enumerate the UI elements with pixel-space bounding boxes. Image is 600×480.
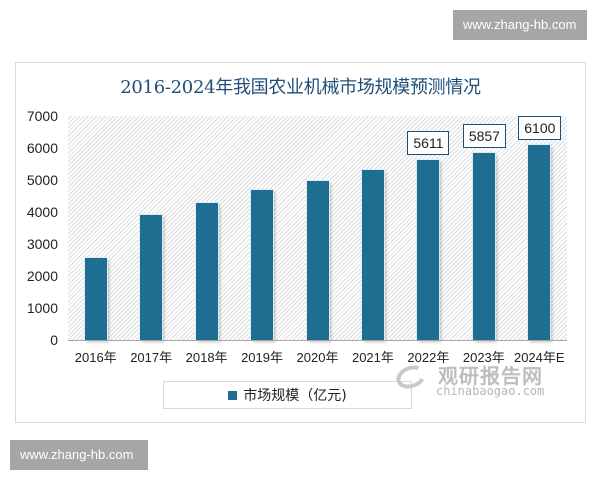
legend-swatch-icon bbox=[228, 390, 238, 400]
bar bbox=[361, 170, 384, 340]
bar bbox=[140, 215, 163, 340]
bar bbox=[84, 258, 107, 340]
x-tick-label: 2018年 bbox=[185, 350, 228, 365]
bar bbox=[472, 152, 495, 340]
x-tick-label: 2016年 bbox=[74, 350, 117, 365]
x-tick-label: 2019年 bbox=[241, 350, 283, 365]
x-tick-label: 2023年 bbox=[462, 350, 505, 365]
bar bbox=[195, 203, 218, 340]
brand-logo-icon bbox=[393, 361, 429, 393]
y-tick-label: 5000 bbox=[26, 172, 58, 188]
chart-title: 2016-2024年我国农业机械市场规模预测情况 bbox=[120, 77, 481, 98]
y-tick-label: 1000 bbox=[26, 300, 58, 316]
bar bbox=[306, 180, 329, 340]
x-tick-label: 2020年 bbox=[296, 350, 339, 365]
x-tick-label: 2024年E bbox=[513, 350, 565, 365]
brand-watermark: 观研报告网 chinabaogao.com bbox=[392, 360, 562, 404]
watermark-bottom: www.zhang-hb.com bbox=[10, 440, 148, 470]
y-tick-label: 6000 bbox=[26, 140, 58, 156]
y-tick-label: 7000 bbox=[26, 108, 58, 124]
x-tick-label: 2017年 bbox=[130, 350, 173, 365]
x-tick-label: 2022年 bbox=[407, 350, 450, 365]
x-axis-line bbox=[68, 340, 567, 341]
brand-name: 观研报告网 bbox=[438, 364, 543, 388]
data-label: 5857 bbox=[462, 123, 506, 148]
x-tick-label: 2021年 bbox=[351, 350, 394, 365]
legend-label: 市场规模（亿元) bbox=[243, 388, 347, 404]
brand-domain: chinabaogao.com bbox=[436, 384, 545, 398]
y-tick-label: 3000 bbox=[26, 236, 58, 252]
watermark-top: www.zhang-hb.com bbox=[453, 10, 587, 40]
data-label: 5611 bbox=[407, 131, 450, 156]
data-label: 6100 bbox=[518, 115, 562, 140]
y-tick-label: 2000 bbox=[26, 268, 58, 284]
y-tick-label: 0 bbox=[50, 332, 58, 348]
legend: 市场规模（亿元) bbox=[163, 381, 412, 409]
bar bbox=[417, 160, 440, 340]
y-tick-label: 4000 bbox=[26, 204, 58, 220]
bar bbox=[528, 144, 551, 340]
bar bbox=[251, 189, 274, 340]
